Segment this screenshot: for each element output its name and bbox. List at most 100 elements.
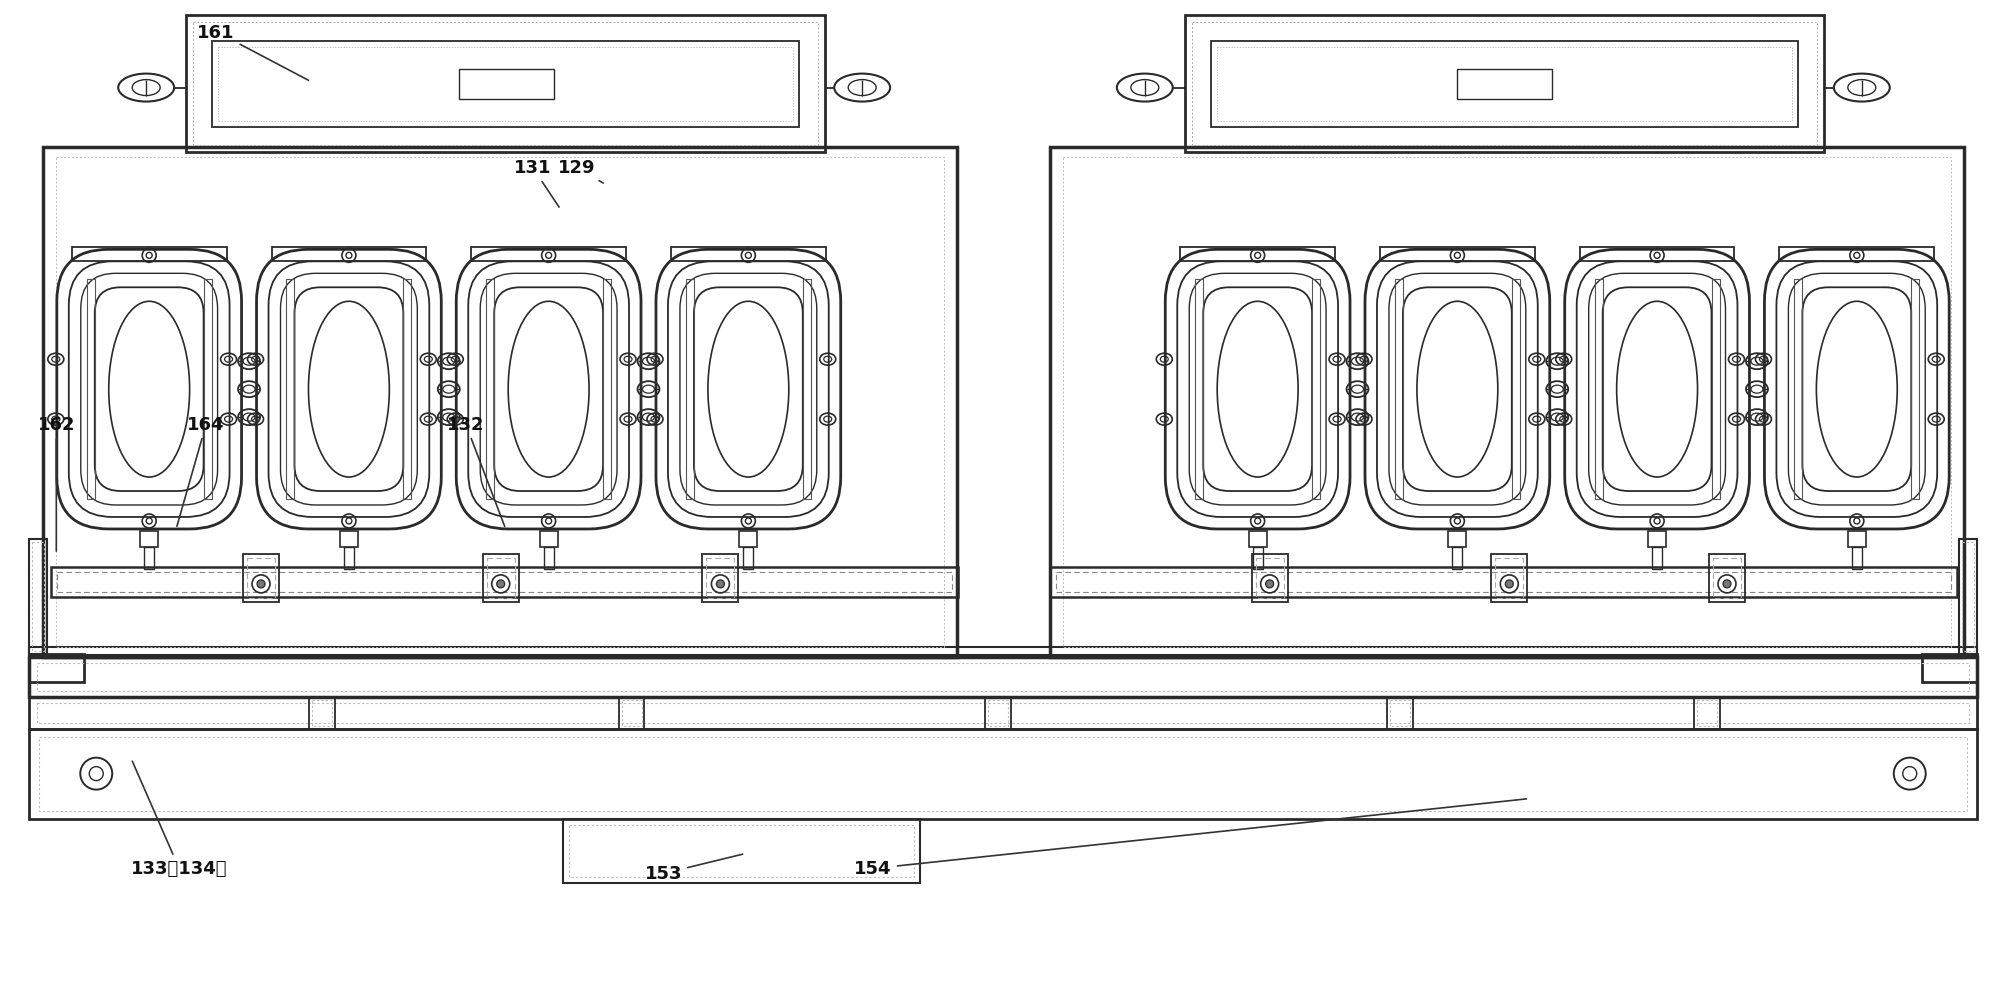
Bar <box>618 697 644 729</box>
Ellipse shape <box>1722 580 1730 588</box>
Bar <box>1778 248 1933 263</box>
Bar <box>38 703 1967 723</box>
Bar <box>203 280 211 500</box>
Bar <box>543 547 553 569</box>
Bar <box>1185 16 1823 153</box>
Bar <box>44 148 956 657</box>
Bar <box>1311 280 1319 500</box>
Bar <box>30 697 1975 729</box>
Bar <box>744 547 754 569</box>
Bar <box>1794 280 1802 500</box>
Bar <box>343 547 353 569</box>
Text: 131: 131 <box>513 159 559 207</box>
Bar <box>483 554 519 602</box>
Bar <box>1851 547 1861 569</box>
Bar <box>740 531 758 547</box>
Bar <box>1387 697 1414 729</box>
Bar <box>459 69 553 99</box>
Bar <box>702 554 738 602</box>
Bar <box>313 700 331 726</box>
Bar <box>567 825 914 878</box>
Bar <box>1847 531 1865 547</box>
Bar <box>339 531 357 547</box>
Bar <box>539 531 557 547</box>
Bar <box>1921 654 1975 682</box>
Bar <box>1710 280 1718 500</box>
Bar <box>30 729 1975 819</box>
Bar <box>30 654 84 682</box>
Bar <box>144 547 154 569</box>
Bar <box>1594 280 1602 500</box>
Bar <box>309 697 335 729</box>
Text: 132: 132 <box>447 416 505 527</box>
Bar <box>802 280 810 500</box>
Bar <box>1708 554 1744 602</box>
Bar <box>1049 567 1955 597</box>
Ellipse shape <box>257 580 265 588</box>
Text: 153: 153 <box>644 855 742 883</box>
Bar <box>58 572 952 592</box>
Bar <box>471 248 626 263</box>
Bar <box>186 16 824 153</box>
Bar <box>140 531 158 547</box>
Bar <box>1179 248 1335 263</box>
Bar <box>1251 547 1261 569</box>
Bar <box>38 663 1967 691</box>
Text: 133（134）: 133（134） <box>130 762 227 878</box>
Bar <box>1448 531 1466 547</box>
Bar <box>56 158 944 647</box>
Bar <box>1211 42 1796 127</box>
Bar <box>52 567 958 597</box>
Bar <box>1393 280 1401 500</box>
Bar <box>271 248 427 263</box>
Bar <box>622 700 642 726</box>
Bar <box>1490 554 1526 602</box>
Ellipse shape <box>1265 580 1273 588</box>
Text: 161: 161 <box>196 24 309 81</box>
Bar <box>1063 158 1949 647</box>
Bar <box>1255 558 1283 598</box>
Ellipse shape <box>716 580 724 588</box>
Bar <box>485 280 493 500</box>
Bar <box>30 647 1975 655</box>
Bar <box>1379 248 1534 263</box>
Bar <box>561 819 920 884</box>
Bar <box>1648 531 1666 547</box>
Bar <box>32 542 44 651</box>
Bar <box>670 248 826 263</box>
Bar <box>86 280 94 500</box>
Bar <box>1961 542 1973 651</box>
Text: 164: 164 <box>176 416 225 527</box>
Ellipse shape <box>497 580 505 588</box>
Bar <box>604 280 612 500</box>
Bar <box>706 558 734 598</box>
Bar <box>1452 547 1462 569</box>
Bar <box>247 558 275 598</box>
Bar <box>686 280 694 500</box>
Bar <box>1049 148 1963 657</box>
Bar <box>1251 554 1287 602</box>
Bar <box>984 697 1011 729</box>
Bar <box>487 558 515 598</box>
Bar <box>1911 280 1919 500</box>
Bar <box>192 23 818 146</box>
Bar <box>30 539 48 654</box>
Bar <box>1217 47 1790 121</box>
Bar <box>403 280 411 500</box>
Bar <box>1195 280 1203 500</box>
Bar <box>1652 547 1662 569</box>
Ellipse shape <box>1504 580 1512 588</box>
Text: 154: 154 <box>854 799 1526 878</box>
Bar <box>213 42 798 127</box>
Bar <box>72 248 227 263</box>
Bar <box>1055 572 1949 592</box>
Text: 129: 129 <box>557 159 604 183</box>
Bar <box>1512 280 1520 500</box>
Bar <box>1389 700 1410 726</box>
Bar <box>1957 539 1975 654</box>
Bar <box>1191 23 1817 146</box>
Bar <box>1696 700 1716 726</box>
Bar <box>243 554 279 602</box>
Bar <box>1692 697 1718 729</box>
Bar <box>30 657 1975 697</box>
